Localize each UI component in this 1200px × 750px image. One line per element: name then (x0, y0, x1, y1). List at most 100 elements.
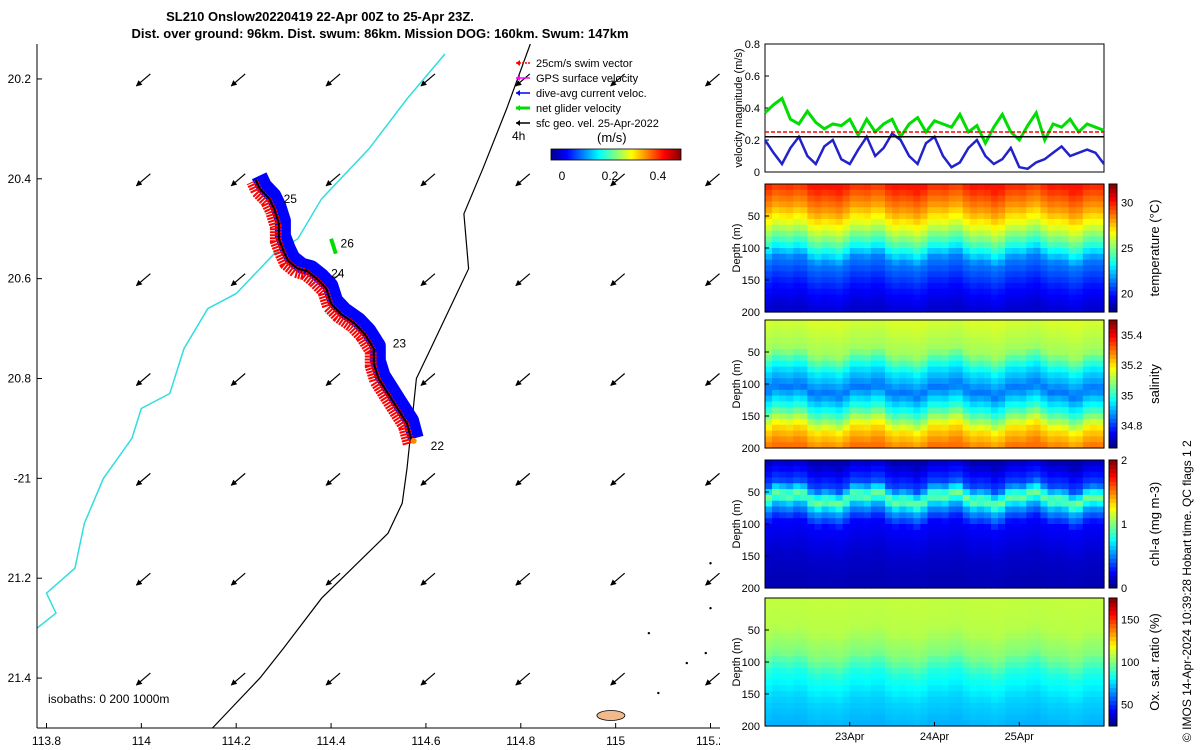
heatmap-cell (927, 638, 936, 646)
heatmap-cell (828, 679, 837, 686)
heatmap-cell (1047, 512, 1056, 519)
heatmap-cell (779, 424, 787, 432)
heatmap-cell (1012, 667, 1020, 675)
heatmap-cell (870, 424, 879, 432)
island-dot (647, 631, 651, 635)
colorbar-cell (1109, 606, 1117, 612)
heatmap-cell (870, 685, 879, 692)
heatmap-cell (1082, 465, 1091, 473)
heatmap-cell (870, 442, 879, 449)
heatmap-cell (814, 306, 823, 313)
heatmap-cell (800, 465, 808, 473)
heatmap-cell (998, 242, 1006, 249)
heatmap-cell (863, 598, 872, 605)
heatmap-cell (772, 325, 780, 333)
heatmap-cell (941, 189, 950, 197)
heatmap-cell (1026, 465, 1034, 473)
heatmap-cell (1005, 413, 1013, 420)
heatmap-cell (998, 436, 1006, 443)
heatmap-cell (991, 685, 999, 692)
heatmap-cell (807, 547, 816, 554)
heatmap-cell (1054, 483, 1063, 490)
heatmap-cell (779, 189, 787, 197)
heatmap-cell (934, 662, 943, 669)
heatmap-cell (920, 218, 929, 226)
heatmap-cell (1033, 413, 1042, 420)
heatmap-cell (1040, 720, 1049, 727)
heatmap-cell (835, 395, 844, 403)
heatmap-cell (1019, 720, 1027, 727)
heatmap-cell (814, 401, 823, 408)
heatmap-cell (814, 265, 823, 272)
heatmap-cell (976, 489, 985, 496)
heatmap-cell (906, 354, 914, 362)
heatmap-cell (941, 696, 950, 704)
heatmap-cell (969, 395, 978, 403)
heatmap-cell (1033, 384, 1042, 391)
heatmap-cell (1075, 395, 1084, 403)
heatmap-cell (800, 489, 808, 496)
heatmap-cell (899, 213, 907, 220)
heatmap-cell (807, 483, 816, 490)
heatmap-cell (934, 460, 943, 467)
heatmap-cell (807, 265, 816, 272)
heatmap-cell (870, 650, 879, 657)
heatmap-cell (1040, 259, 1049, 267)
map-frame (37, 44, 720, 728)
heatmap-cell (835, 621, 844, 628)
heatmap-cell (948, 349, 957, 356)
heatmap-cell (814, 638, 823, 646)
heatmap-cell (765, 189, 773, 197)
heatmap-cell (842, 638, 851, 646)
heatmap-cell (814, 603, 823, 611)
heatmap-cell (814, 259, 823, 267)
heatmap-cell (885, 230, 893, 237)
heatmap-cell (885, 430, 893, 437)
heatmap-cell (969, 430, 978, 437)
heatmap-cell (1033, 494, 1042, 502)
current-vector (610, 672, 626, 686)
heatmap-cell (1026, 337, 1034, 344)
heatmap-cell (1047, 224, 1056, 232)
heatmap-cell (878, 236, 886, 243)
heatmap-cell (969, 325, 978, 333)
heatmap-cell (1005, 483, 1013, 490)
heatmap-cell (983, 242, 992, 249)
heatmap-cell (913, 343, 921, 350)
heatmap-cell (885, 184, 893, 191)
heatmap-cell (934, 184, 943, 191)
heatmap-cell (934, 277, 943, 284)
heatmap-cell (976, 282, 985, 290)
heatmap-cell (835, 460, 844, 467)
heatmap-cell (1068, 638, 1077, 646)
heatmap-cell (849, 714, 858, 721)
heatmap-cell (1082, 354, 1091, 362)
current-vector (230, 273, 246, 287)
heatmap-cell (941, 360, 950, 368)
heatmap-cell (969, 582, 978, 589)
heatmap-cell (991, 460, 999, 467)
heatmap-cell (800, 306, 808, 313)
heatmap-cell (856, 529, 865, 537)
heatmap-cell (856, 720, 865, 727)
heatmap-cell (814, 650, 823, 657)
heatmap-cell (814, 189, 823, 197)
heatmap-cell (1075, 354, 1084, 362)
heatmap-cell (870, 343, 879, 350)
heatmap-cell (821, 598, 830, 605)
heatmap-cell (941, 483, 950, 490)
colorbar-tick: 1 (1121, 519, 1127, 531)
heatmap-cell (828, 218, 837, 226)
heatmap-cell (779, 598, 787, 605)
heatmap-cell (1082, 360, 1091, 368)
heatmap-cell (828, 570, 837, 577)
heatmap-cell (913, 547, 921, 554)
y-tick-label: 20.6 (8, 272, 32, 286)
heatmap-cell (842, 201, 851, 208)
heatmap-cell (899, 277, 907, 284)
heatmap-cell (1040, 638, 1049, 646)
heatmap-cell (800, 518, 808, 525)
heatmap-cell (800, 627, 808, 634)
heatmap-cell (1068, 460, 1077, 467)
heatmap-cell (807, 656, 816, 663)
